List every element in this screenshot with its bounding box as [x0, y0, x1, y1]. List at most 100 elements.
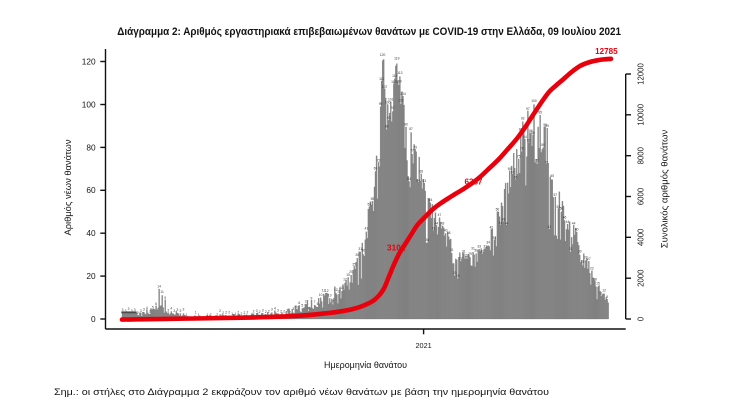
svg-text:31: 31: [358, 247, 362, 251]
svg-text:80: 80: [541, 143, 545, 147]
svg-text:30: 30: [578, 249, 582, 253]
svg-text:2: 2: [237, 310, 239, 314]
svg-text:20: 20: [349, 270, 353, 274]
svg-text:69: 69: [374, 166, 378, 170]
svg-text:3: 3: [179, 309, 181, 313]
svg-text:12: 12: [337, 289, 341, 293]
svg-text:45: 45: [502, 217, 506, 221]
svg-text:64: 64: [416, 178, 420, 182]
svg-text:88: 88: [385, 124, 389, 128]
svg-text:44: 44: [505, 221, 509, 225]
svg-text:87: 87: [409, 127, 413, 131]
svg-text:3: 3: [131, 309, 133, 313]
svg-text:9: 9: [606, 295, 608, 299]
svg-text:2: 2: [219, 309, 221, 313]
svg-text:4: 4: [308, 307, 310, 311]
svg-text:100: 100: [385, 101, 391, 105]
svg-text:68: 68: [419, 170, 423, 174]
svg-text:80: 80: [86, 142, 96, 152]
svg-text:100: 100: [398, 99, 404, 103]
svg-text:109: 109: [396, 80, 402, 84]
svg-text:25: 25: [581, 260, 585, 264]
svg-text:30: 30: [480, 249, 484, 253]
svg-text:2: 2: [149, 310, 151, 314]
svg-text:27: 27: [459, 256, 463, 260]
svg-text:72: 72: [544, 160, 548, 164]
svg-text:42: 42: [547, 225, 551, 229]
svg-text:10: 10: [319, 293, 323, 297]
svg-text:2: 2: [253, 309, 255, 313]
svg-text:82: 82: [527, 138, 531, 142]
svg-text:38: 38: [447, 231, 451, 235]
svg-text:63: 63: [422, 179, 426, 183]
svg-text:1: 1: [231, 312, 233, 316]
svg-text:65: 65: [514, 176, 518, 180]
svg-text:1: 1: [216, 312, 218, 316]
svg-text:12785: 12785: [595, 47, 618, 56]
svg-text:2: 2: [222, 311, 224, 315]
svg-text:3: 3: [134, 308, 136, 312]
svg-text:77: 77: [410, 149, 414, 153]
svg-text:107: 107: [382, 85, 388, 89]
svg-text:12: 12: [325, 289, 329, 293]
svg-text:19: 19: [346, 273, 350, 277]
svg-text:13: 13: [340, 286, 344, 290]
svg-text:101: 101: [388, 97, 394, 101]
svg-text:37: 37: [493, 236, 497, 240]
svg-text:97: 97: [526, 107, 530, 111]
svg-text:33: 33: [483, 245, 487, 249]
svg-text:3: 3: [128, 307, 130, 311]
svg-text:90: 90: [404, 122, 408, 126]
svg-text:40: 40: [86, 228, 96, 238]
svg-text:57: 57: [553, 193, 557, 197]
svg-text:84: 84: [523, 135, 527, 139]
svg-text:7: 7: [332, 300, 334, 304]
svg-text:20: 20: [453, 271, 457, 275]
svg-text:41: 41: [365, 227, 369, 231]
svg-text:112: 112: [392, 74, 397, 78]
svg-text:40: 40: [575, 227, 579, 231]
svg-text:2: 2: [225, 311, 227, 315]
svg-text:2: 2: [280, 310, 282, 314]
svg-text:100: 100: [82, 99, 96, 109]
svg-text:89: 89: [545, 124, 549, 128]
svg-text:72: 72: [535, 158, 539, 162]
svg-text:55: 55: [371, 197, 375, 201]
svg-text:79: 79: [413, 145, 417, 149]
svg-text:11: 11: [599, 292, 603, 296]
svg-text:2: 2: [286, 309, 288, 313]
svg-text:7: 7: [314, 300, 316, 304]
svg-text:28: 28: [355, 253, 359, 257]
svg-text:86: 86: [529, 129, 533, 133]
svg-text:69: 69: [508, 167, 512, 171]
svg-text:2: 2: [268, 309, 270, 313]
svg-text:120: 120: [82, 56, 96, 66]
svg-text:119: 119: [394, 56, 399, 60]
svg-text:10000: 10000: [637, 103, 646, 125]
svg-text:4000: 4000: [637, 228, 646, 246]
svg-text:4: 4: [274, 307, 276, 311]
svg-text:3: 3: [262, 309, 264, 313]
svg-text:120: 120: [380, 53, 386, 57]
svg-text:14: 14: [157, 284, 161, 288]
svg-text:18: 18: [593, 277, 597, 281]
svg-text:31: 31: [450, 248, 454, 252]
svg-text:2: 2: [137, 311, 139, 315]
svg-text:3: 3: [176, 308, 178, 312]
svg-text:1: 1: [234, 312, 236, 316]
svg-text:50: 50: [496, 207, 500, 211]
svg-text:3: 3: [256, 309, 258, 313]
svg-text:8000: 8000: [637, 146, 646, 164]
svg-text:44: 44: [566, 220, 570, 224]
svg-text:86: 86: [531, 131, 535, 135]
svg-text:3: 3: [167, 308, 169, 312]
svg-text:1: 1: [210, 313, 212, 317]
svg-text:11: 11: [160, 290, 164, 294]
svg-text:Ημερομηνία θανάτου: Ημερομηνία θανάτου: [324, 360, 407, 371]
svg-text:5: 5: [295, 305, 297, 309]
svg-text:4: 4: [146, 306, 148, 310]
svg-text:0: 0: [91, 314, 96, 324]
svg-text:9: 9: [164, 296, 166, 300]
svg-text:6387: 6387: [465, 178, 484, 187]
svg-text:Συνολικός αριθμός θανάτων: Συνολικός αριθμός θανάτων: [659, 130, 670, 249]
